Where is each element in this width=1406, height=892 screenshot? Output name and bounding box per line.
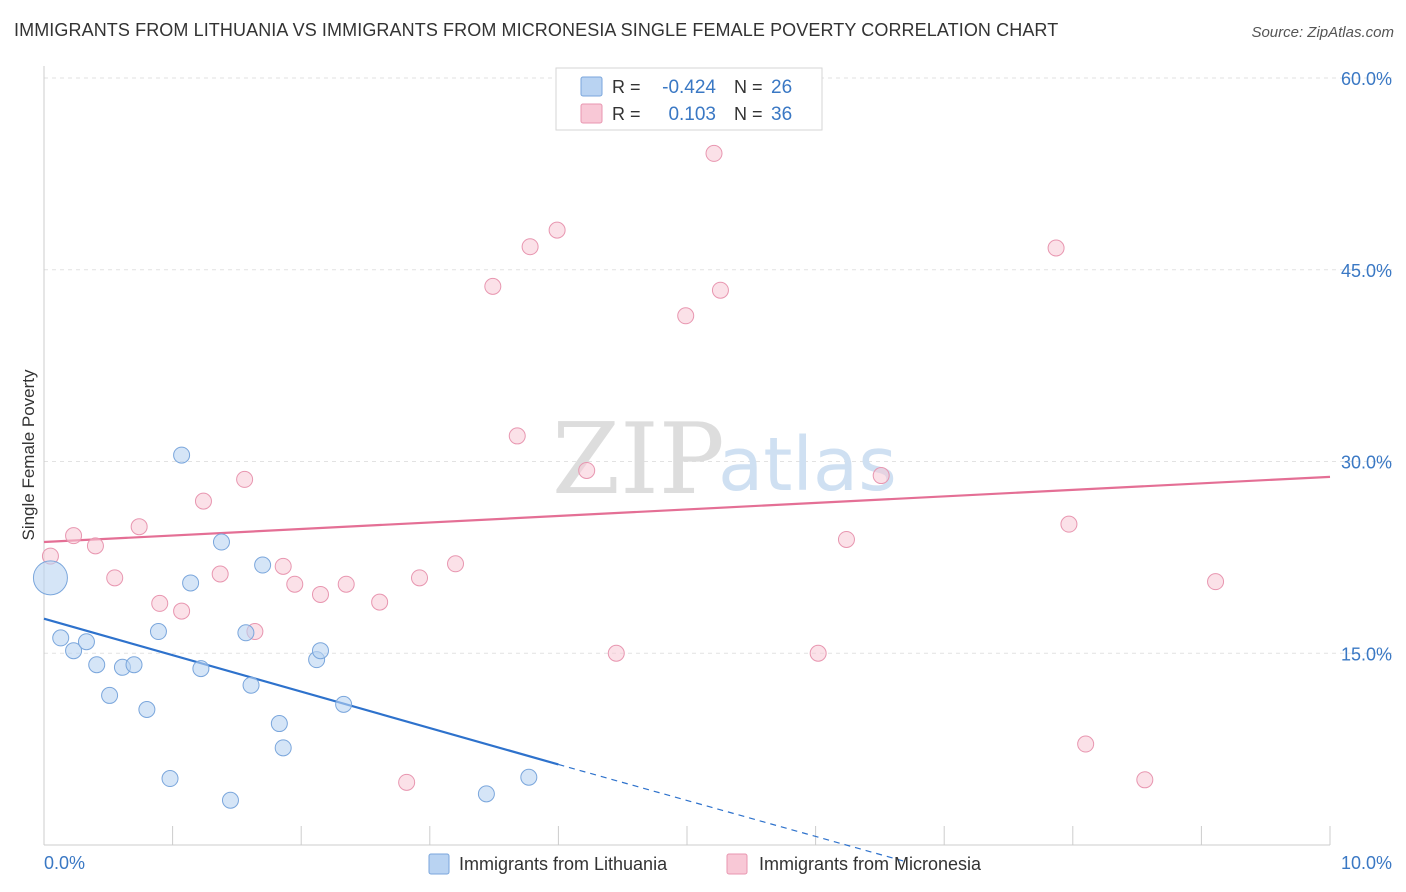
point-lithuania [65, 642, 83, 660]
data-points [32, 144, 1225, 809]
point-micronesia [447, 555, 465, 573]
point-micronesia [398, 773, 416, 791]
point-micronesia [1136, 771, 1154, 789]
grid-lines [44, 77, 1392, 654]
legend-label-micronesia: Immigrants from Micronesia [759, 854, 982, 874]
point-micronesia [484, 277, 502, 295]
point-lithuania [173, 446, 191, 464]
point-lithuania [161, 770, 179, 788]
point-micronesia [65, 527, 83, 545]
point-micronesia [274, 557, 292, 575]
point-lithuania [520, 768, 538, 786]
stats-r-label-lithuania: R = [612, 77, 641, 97]
axes [43, 66, 1331, 846]
watermark: ZIP atlas [552, 403, 897, 517]
y-axis-label: Single Female Poverty [19, 369, 38, 541]
point-micronesia [130, 518, 148, 536]
point-micronesia [548, 221, 566, 239]
trend-line-lithuania-extension [558, 763, 906, 863]
stats-r-value-lithuania: -0.424 [662, 77, 716, 98]
point-lithuania [477, 785, 495, 803]
point-lithuania [221, 791, 239, 809]
point-micronesia [705, 144, 723, 162]
point-micronesia [86, 537, 104, 555]
stats-box: R = -0.424 N = 26 R = 0.103 N = 36 [555, 67, 823, 131]
point-micronesia [578, 461, 596, 479]
point-lithuania [237, 624, 255, 642]
point-micronesia [337, 575, 355, 593]
point-lithuania [149, 623, 167, 641]
point-micronesia [1060, 515, 1078, 533]
trend-line-micronesia [43, 475, 1331, 544]
trend-line-lithuania [43, 617, 559, 766]
legend-label-lithuania: Immigrants from Lithuania [459, 854, 668, 874]
point-micronesia [1047, 239, 1065, 257]
stats-n-value-micronesia: 36 [771, 104, 792, 125]
point-micronesia [607, 644, 625, 662]
x-tick-label-min: 0.0% [44, 853, 85, 873]
point-lithuania [254, 556, 272, 574]
chart-title: IMMIGRANTS FROM LITHUANIA VS IMMIGRANTS … [14, 20, 1059, 40]
point-lithuania [212, 533, 230, 551]
point-micronesia [311, 585, 329, 603]
x-tick-label-max: 10.0% [1341, 853, 1392, 873]
legend-swatch-lithuania [428, 853, 450, 875]
point-micronesia [837, 530, 855, 548]
point-micronesia [508, 427, 526, 445]
point-micronesia [521, 238, 539, 256]
point-micronesia [1207, 573, 1225, 591]
point-micronesia [677, 307, 695, 325]
point-micronesia [411, 569, 429, 587]
point-micronesia [1077, 735, 1095, 753]
point-lithuania [125, 656, 143, 674]
point-lithuania [335, 695, 353, 713]
x-tick-labels: 0.0% 10.0% [44, 853, 1392, 873]
point-lithuania-large [32, 560, 68, 596]
point-lithuania [88, 656, 106, 674]
point-micronesia [194, 492, 212, 510]
point-lithuania [52, 629, 70, 647]
watermark-atlas: atlas [718, 422, 897, 508]
point-micronesia [809, 644, 827, 662]
point-lithuania [182, 574, 200, 592]
point-micronesia [711, 281, 729, 299]
y-tick-label: 15.0% [1341, 644, 1392, 664]
stats-n-label-micronesia: N = [734, 104, 763, 124]
point-micronesia [371, 593, 389, 611]
point-micronesia [286, 575, 304, 593]
point-lithuania [242, 676, 260, 694]
stats-n-value-lithuania: 26 [771, 77, 792, 98]
source-label: Source: ZipAtlas.com [1251, 24, 1394, 41]
y-tick-label: 45.0% [1341, 261, 1392, 281]
legend-swatch-micronesia [726, 853, 748, 875]
stats-n-label-lithuania: N = [734, 77, 763, 97]
stats-r-value-micronesia: 0.103 [668, 104, 716, 125]
trend-lines [43, 475, 1331, 863]
point-lithuania [192, 660, 210, 678]
point-lithuania [311, 642, 329, 660]
y-tick-label: 30.0% [1341, 453, 1392, 473]
point-lithuania [274, 739, 292, 757]
point-micronesia [106, 569, 124, 587]
legend: Immigrants from Lithuania Immigrants fro… [428, 853, 982, 875]
y-tick-label: 60.0% [1341, 69, 1392, 89]
point-micronesia [872, 467, 890, 485]
point-lithuania [270, 715, 288, 733]
stats-r-label-micronesia: R = [612, 104, 641, 124]
point-lithuania [77, 633, 95, 651]
stats-swatch-lithuania [580, 76, 603, 97]
point-micronesia [151, 594, 169, 612]
point-lithuania [101, 686, 119, 704]
stats-swatch-micronesia [580, 103, 603, 124]
point-micronesia [236, 470, 254, 488]
y-tick-labels: 15.0% 30.0% 45.0% 60.0% [1341, 69, 1392, 664]
point-micronesia [211, 565, 229, 583]
point-micronesia [173, 602, 191, 620]
point-lithuania [138, 700, 156, 718]
watermark-zip: ZIP [552, 403, 725, 517]
